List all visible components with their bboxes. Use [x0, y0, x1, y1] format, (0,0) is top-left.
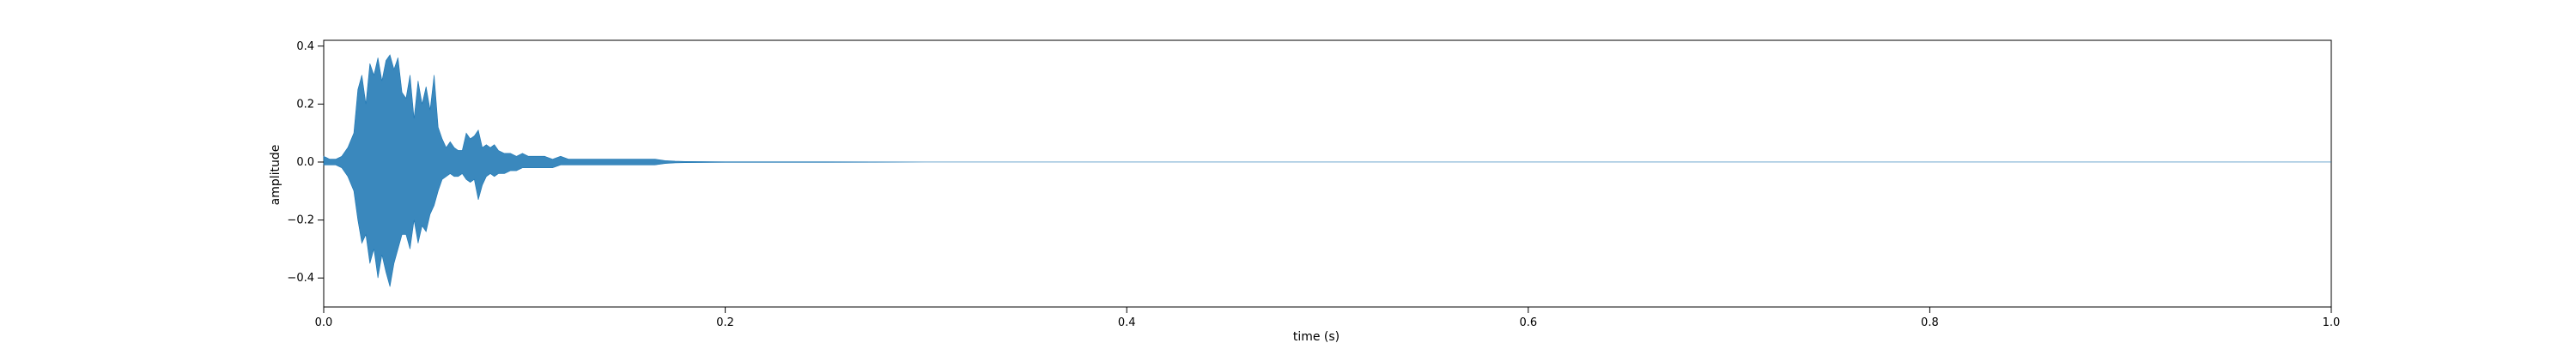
- plot-frame: [323, 39, 2332, 308]
- waveform-series-0: [323, 54, 2331, 287]
- y-tick-label: 0.4: [296, 40, 314, 53]
- y-axis: 0.4 0.2 0.0 −0.2 −0.4: [287, 40, 324, 285]
- y-tick-label: 0.0: [296, 156, 314, 169]
- x-tick-label: 0.8: [1921, 316, 1939, 329]
- x-tick-label: 1.0: [2323, 316, 2341, 329]
- x-tick-label: 0.0: [315, 316, 333, 329]
- y-axis-label: amplitude: [269, 145, 283, 206]
- y-tick-label: −0.4: [287, 272, 314, 285]
- plot-area: [323, 39, 2332, 308]
- y-tick-label: 0.2: [296, 98, 314, 111]
- x-axis-label: time (s): [1293, 330, 1340, 343]
- x-tick-label: 0.6: [1519, 316, 1537, 329]
- x-tick-label: 0.2: [716, 316, 734, 329]
- x-tick-label: 0.4: [1118, 316, 1136, 329]
- y-tick-label: −0.2: [287, 214, 314, 227]
- x-axis: 0.0 0.2 0.4 0.6 0.8 1.0: [315, 307, 2341, 329]
